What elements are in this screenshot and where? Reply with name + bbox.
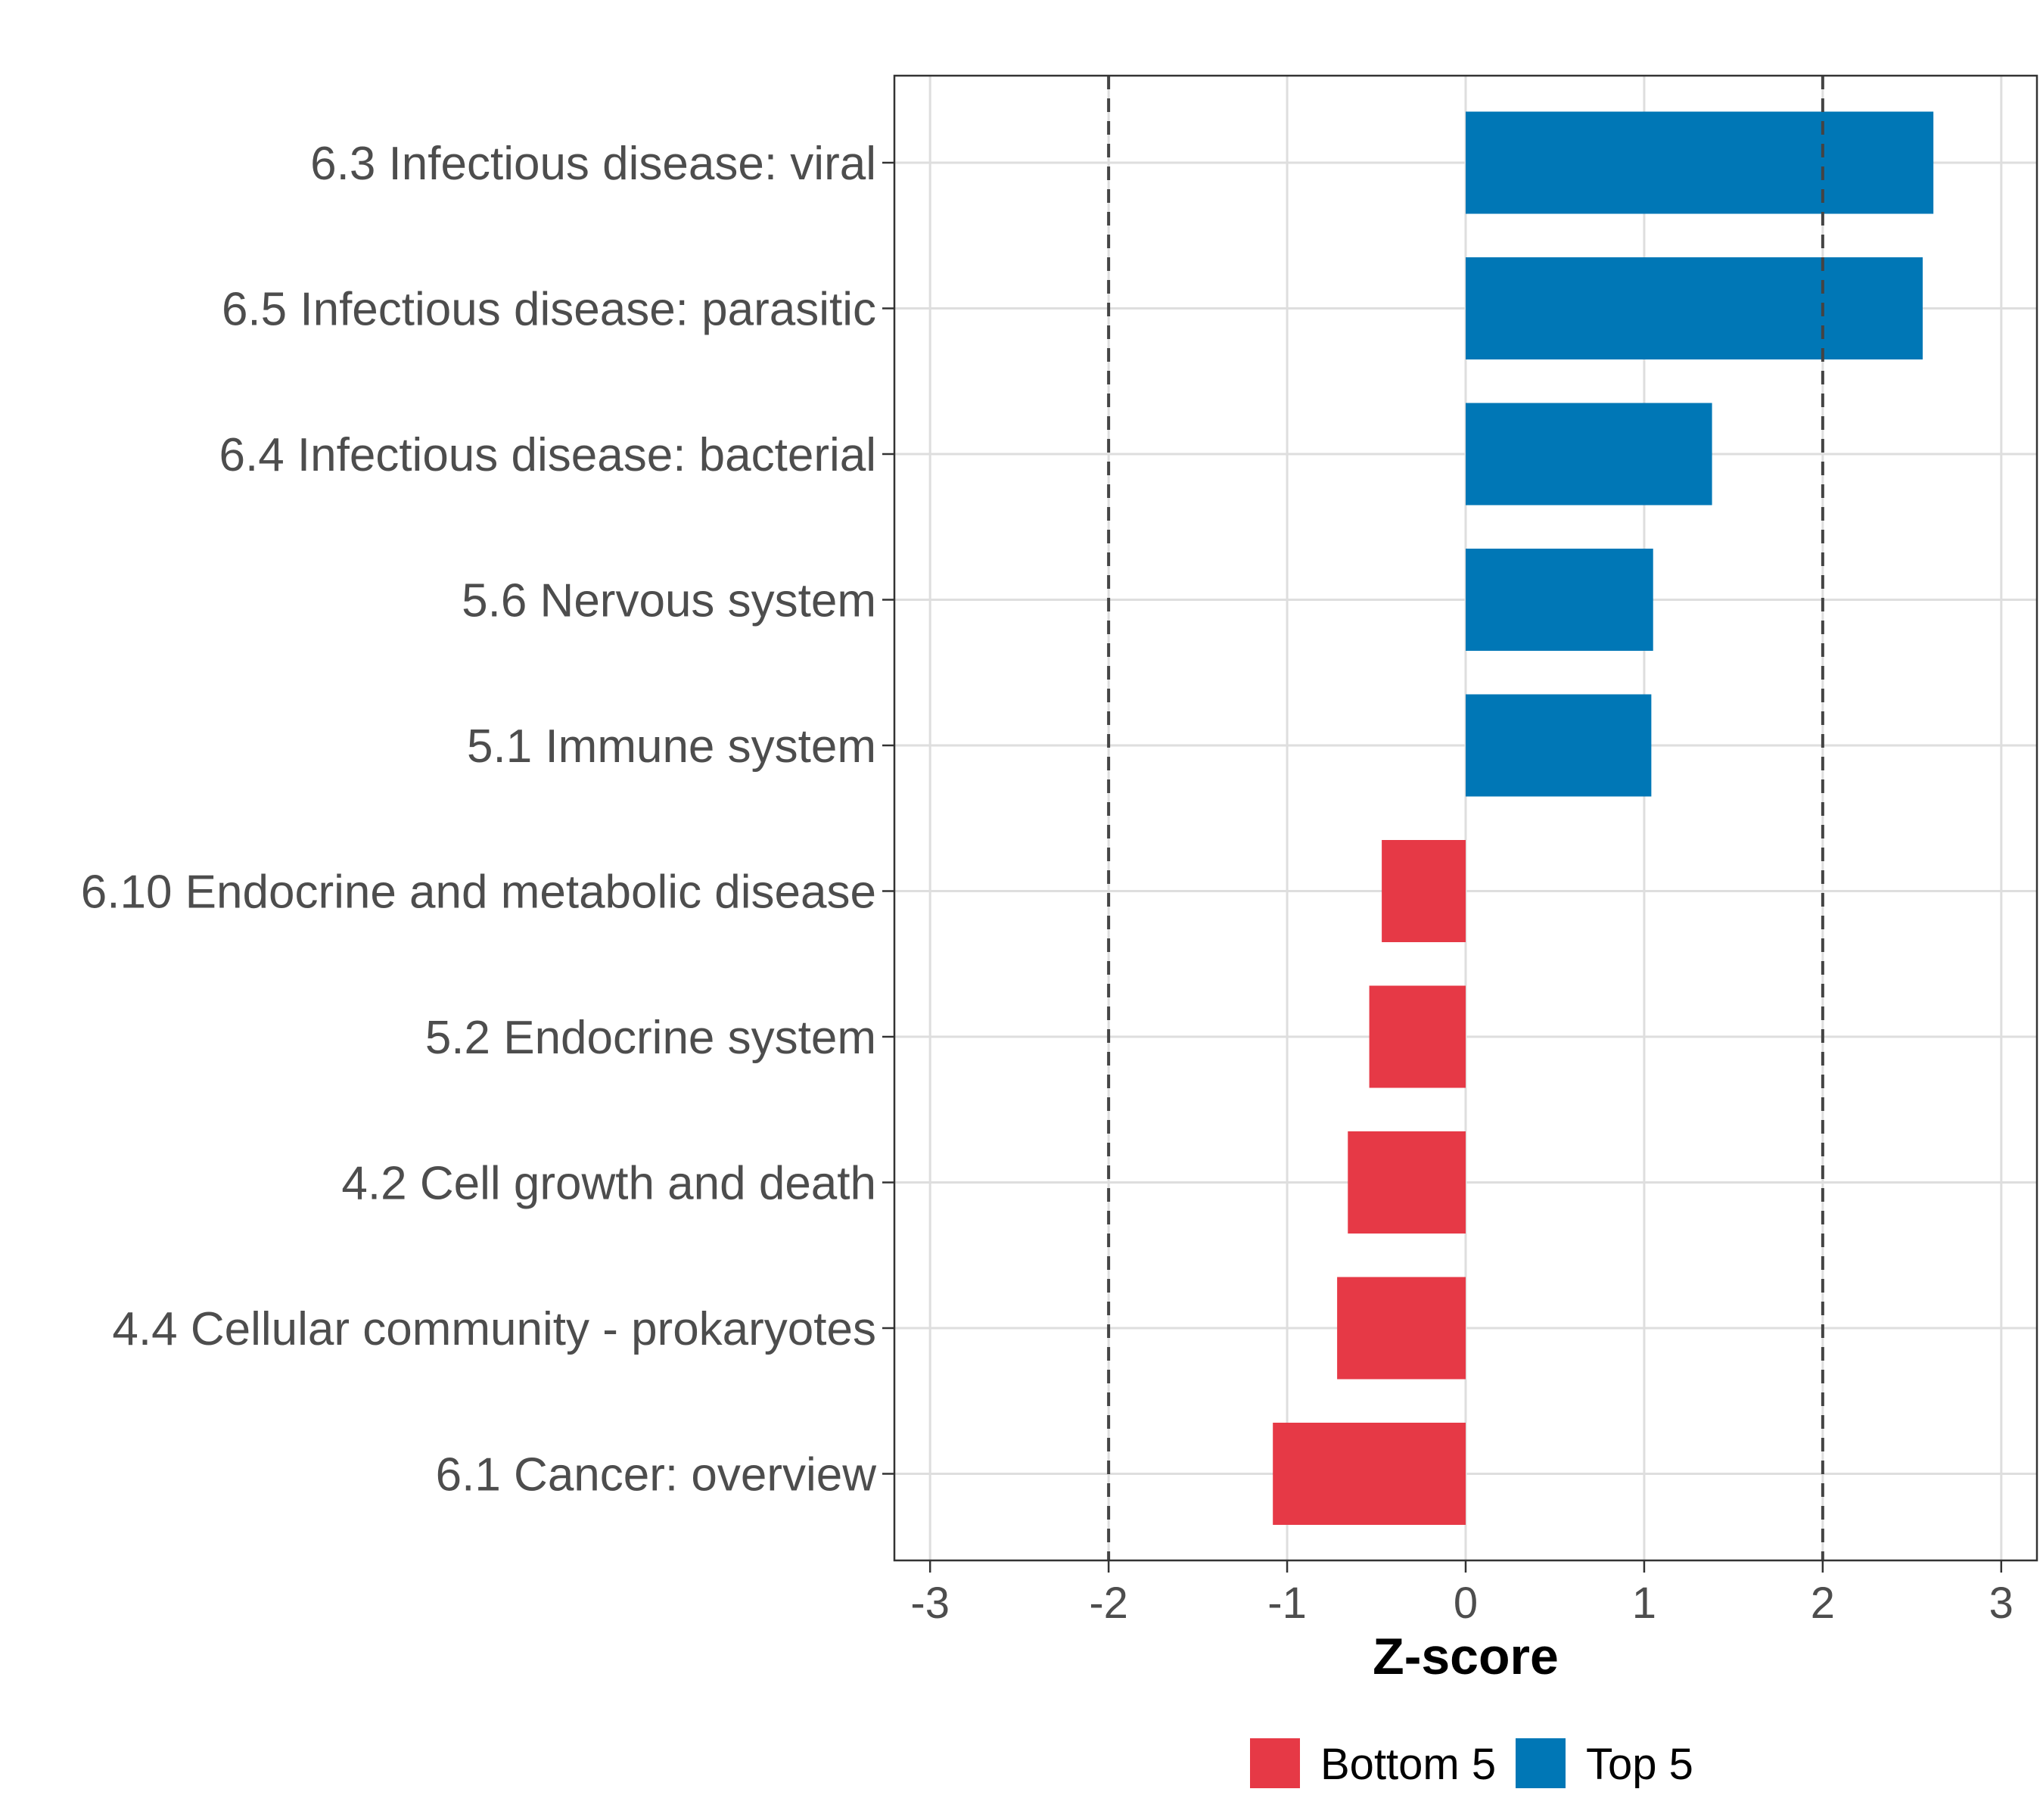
x-axis-title: Z-score [1373,1628,1559,1685]
x-tick-label: -3 [910,1579,950,1628]
bar-10 [1273,1423,1466,1525]
y-axis: 6.3 Infectious disease: viral 6.5 Infecti… [81,138,894,1501]
category-label: 6.3 Infectious disease: viral [310,138,876,190]
category-label: 6.10 Endocrine and metabolic disease [81,866,876,919]
legend-swatch [1516,1738,1566,1788]
category-label: 6.4 Infectious disease: bacterial [219,429,876,481]
bar-8 [1348,1131,1466,1234]
category-label: 4.4 Cellular community - prokaryotes [112,1303,876,1355]
x-axis: -3 -2 -1 0 1 2 3 [910,1560,2013,1628]
bar-3 [1466,403,1712,506]
bar-4 [1466,549,1653,651]
legend-label: Bottom 5 [1320,1740,1496,1789]
legend-swatch [1250,1738,1300,1788]
legend-label: Top 5 [1586,1740,1693,1789]
bar-5 [1466,694,1652,797]
x-tick-label: 3 [1989,1579,2013,1628]
x-tick-label: -2 [1089,1579,1128,1628]
bar-2 [1466,257,1923,359]
bar-1 [1466,111,1934,214]
category-label: 6.5 Infectious disease: parasitic [222,284,876,336]
reference-lines [1107,76,1824,1560]
bar-7 [1369,985,1466,1088]
bar-9 [1337,1277,1466,1380]
x-tick-label: 0 [1454,1579,1478,1628]
x-tick-label: -1 [1267,1579,1307,1628]
category-label: 5.2 Endocrine system [425,1012,876,1064]
x-tick-label: 2 [1811,1579,1835,1628]
category-label: 5.1 Immune system [467,720,876,773]
x-tick-label: 1 [1632,1579,1656,1628]
legend: Bottom 5 Top 5 [1250,1738,1693,1789]
bars [1273,111,1934,1525]
category-label: 4.2 Cell growth and death [341,1158,876,1210]
category-label: 5.6 Nervous system [462,575,876,627]
bar-6 [1382,840,1466,942]
category-label: 6.1 Cancer: overview [436,1449,877,1501]
